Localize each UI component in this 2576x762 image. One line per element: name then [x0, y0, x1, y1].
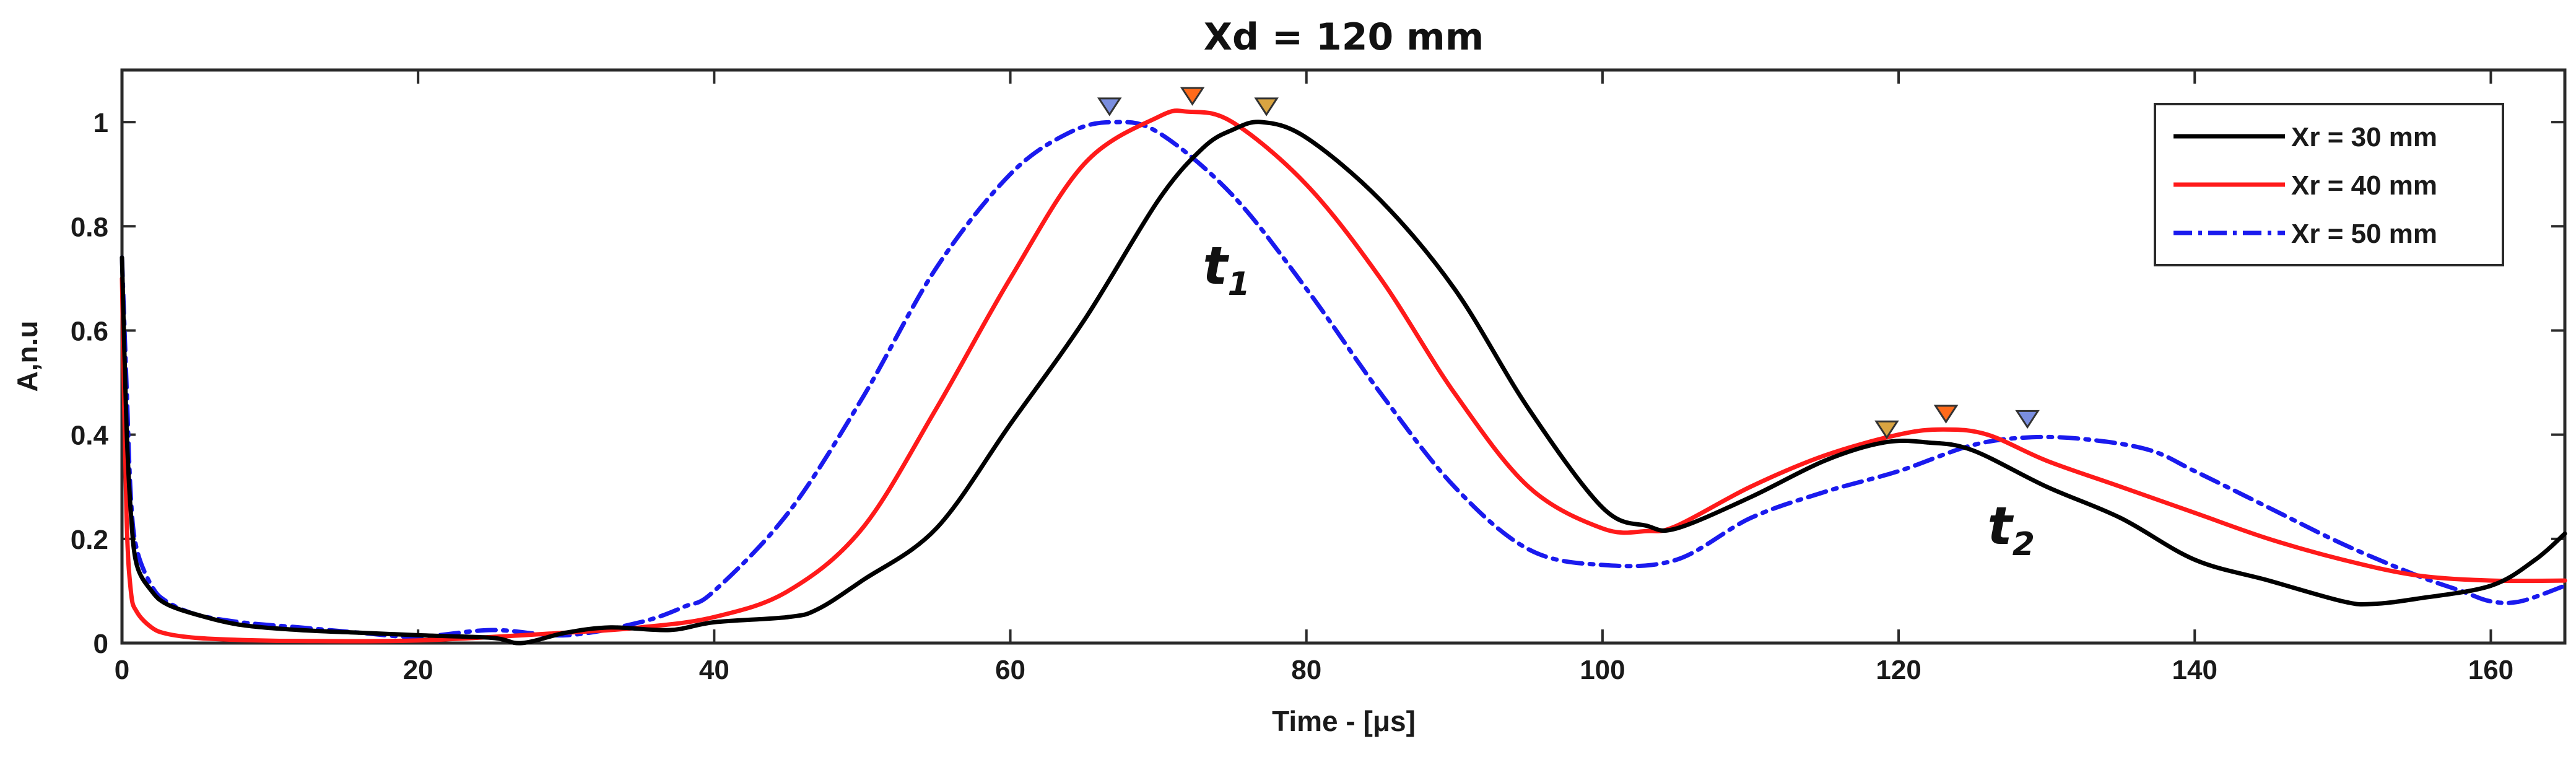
peak-marker-xr40-1 — [1180, 87, 1205, 106]
x-axis-label: Time - [μs] — [1272, 705, 1416, 737]
y-tick-label: 0 — [94, 629, 108, 659]
series-lines — [120, 108, 2567, 646]
annotation-t2: t2 — [1988, 496, 2035, 563]
x-tick-label: 0 — [115, 655, 129, 685]
legend-label-xr30: Xr = 30 mm — [2291, 122, 2437, 152]
legend: Xr = 30 mm Xr = 40 mm Xr = 50 mm — [2154, 103, 2504, 266]
x-tick-label: 160 — [2468, 655, 2513, 685]
x-tick-label: 140 — [2172, 655, 2217, 685]
peak-marker-xr30-1 — [1254, 97, 1279, 116]
x-tick-label: 40 — [699, 655, 729, 685]
y-tick-label: 0.6 — [71, 316, 108, 346]
annotation-t2-main: t — [1988, 496, 2014, 556]
peak-markers — [1097, 87, 2040, 439]
axis-ticks: 0 20 40 60 80 100 120 140 160 0 0.2 0.4 0.6 0.8 1 — [71, 70, 2565, 685]
y-axis-label: A,n.u — [11, 321, 43, 392]
peak-marker-xr30-2 — [1874, 420, 1899, 439]
y-tick-label: 0.2 — [71, 525, 108, 555]
series-line-xr30 — [120, 120, 2567, 646]
annotation-t1-main: t — [1203, 235, 1229, 296]
x-tick-label: 80 — [1291, 655, 1321, 685]
y-tick-label: 1 — [94, 108, 108, 138]
x-tick-label: 100 — [1580, 655, 1625, 685]
legend-label-xr40: Xr = 40 mm — [2291, 170, 2437, 201]
y-tick-label: 0.8 — [71, 212, 108, 242]
annotation-t1-sub: 1 — [1228, 266, 1250, 303]
x-tick-label: 20 — [403, 655, 433, 685]
y-tick-label: 0.4 — [71, 421, 109, 451]
chart-title: Xd = 120 mm — [1204, 15, 1484, 59]
annotation-t2-sub: 2 — [2012, 526, 2035, 563]
series-line-xr50 — [120, 120, 2567, 639]
x-tick-label: 120 — [1876, 655, 1921, 685]
series-line-xr40 — [120, 108, 2567, 644]
peak-marker-xr50-1 — [1097, 97, 1122, 116]
annotation-t1: t1 — [1203, 235, 1250, 303]
legend-label-xr50: Xr = 50 mm — [2291, 219, 2437, 249]
peak-marker-xr40-2 — [1933, 405, 1959, 424]
peak-marker-xr50-2 — [2015, 409, 2040, 429]
x-tick-label: 60 — [995, 655, 1025, 685]
